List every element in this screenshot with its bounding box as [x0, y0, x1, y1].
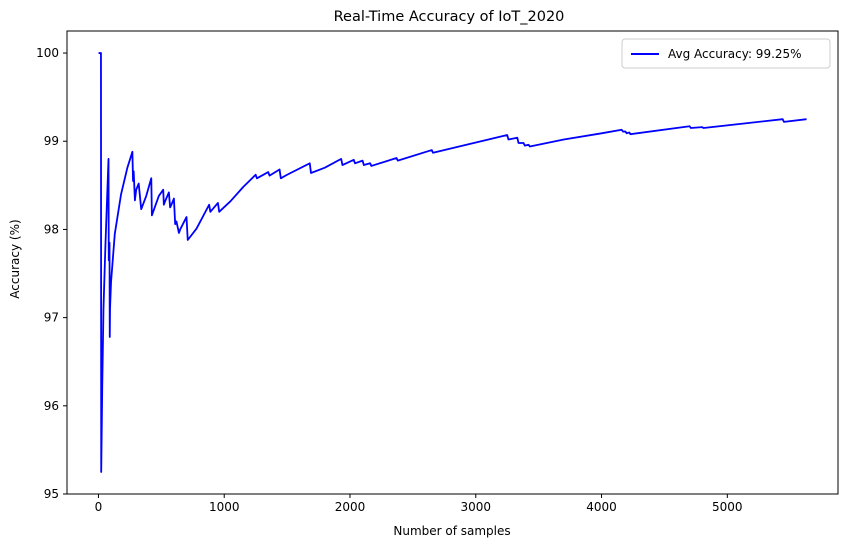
- legend: Avg Accuracy: 99.25%: [621, 38, 831, 69]
- y-axis-label: Accuracy (%): [8, 219, 22, 298]
- chart-title: Real-Time Accuracy of IoT_2020: [334, 9, 565, 25]
- series-layer: [98, 52, 807, 473]
- y-tick-label: 96: [44, 399, 59, 413]
- legend-box: [621, 38, 831, 69]
- x-tick-label: 5000: [712, 500, 743, 514]
- y-tick-label: 100: [36, 46, 59, 60]
- ticks-layer: 0 1000 2000 3000 4000 5000 95 96 97 98 99 100: [36, 46, 742, 514]
- x-tick-label: 0: [95, 500, 103, 514]
- accuracy-series-line: [98, 52, 807, 473]
- legend-label: Avg Accuracy: 99.25%: [668, 47, 802, 61]
- x-tick-label: 2000: [335, 500, 366, 514]
- x-tick-label: 4000: [586, 500, 617, 514]
- plot-frame: [66, 30, 839, 495]
- x-tick-label: 1000: [209, 500, 240, 514]
- x-tick-label: 3000: [460, 500, 491, 514]
- y-tick-label: 98: [44, 222, 59, 236]
- y-tick-label: 99: [44, 134, 59, 148]
- y-tick-label: 95: [44, 487, 59, 501]
- x-axis-label: Number of samples: [393, 524, 510, 538]
- y-tick-label: 97: [44, 311, 59, 325]
